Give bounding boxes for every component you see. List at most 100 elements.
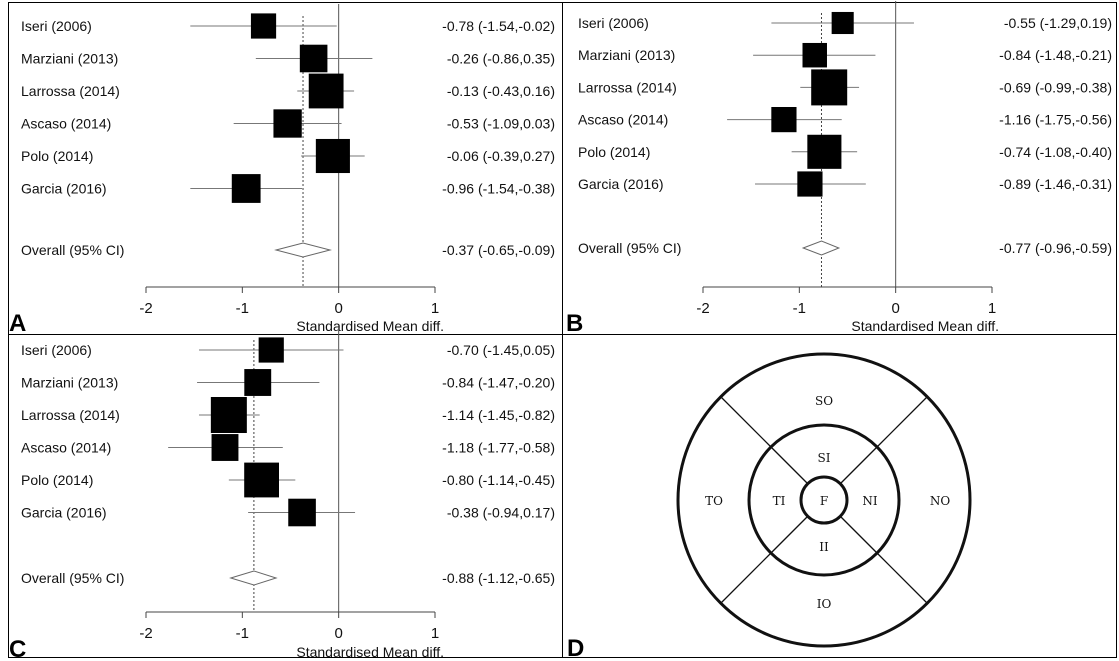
x-axis-title: Standardised Mean diff. [851, 318, 999, 334]
divider-inner-upper-right [839, 446, 878, 485]
study-weight-square [231, 174, 261, 203]
x-tick-label: -1 [236, 300, 249, 317]
study-label: Ascaso (2014) [21, 116, 111, 132]
study-label: Garcia (2016) [21, 181, 107, 197]
study-weight-square [244, 462, 279, 498]
study-label: Iseri (2006) [21, 342, 92, 358]
sector-label-no: NO [930, 494, 951, 508]
x-tick-label: 1 [431, 625, 439, 642]
x-tick-label: -2 [139, 625, 152, 642]
study-label: Garcia (2016) [578, 176, 664, 192]
divider-upper-left [720, 396, 772, 448]
effect-ci-label: -0.06 (-0.39,0.27) [447, 148, 555, 164]
study-label: Garcia (2016) [21, 505, 107, 521]
sector-label-to: TO [705, 494, 723, 508]
study-weight-square [807, 134, 842, 169]
divider-lower-right [876, 552, 928, 604]
study-weight-square [288, 498, 316, 527]
sector-label-ti: TI [773, 494, 786, 508]
effect-ci-label: -0.26 (-0.86,0.35) [447, 51, 555, 67]
x-tick-label: 0 [891, 300, 899, 317]
study-label: Polo (2014) [21, 472, 93, 488]
x-tick-label: 0 [334, 300, 342, 317]
panel-letter: A [9, 310, 26, 337]
x-tick-label: -1 [236, 625, 249, 642]
study-weight-square [315, 138, 350, 174]
study-label: Larrossa (2014) [21, 83, 120, 99]
study-weight-square [811, 69, 848, 106]
study-weight-square [308, 73, 344, 109]
forest-plot-panel-c: -2 -1 0 1 Standardised Mean diff. C Iseri (200… [9, 328, 555, 661]
panel-letter: C [9, 636, 26, 661]
study-label: Marziani (2013) [578, 47, 675, 63]
macula-grid-diagram-panel-d: SO TO NO IO SI TI NI II F D [567, 352, 972, 661]
study-weight-square [210, 397, 247, 433]
sector-label-si: SI [818, 451, 831, 465]
divider-inner-upper-left [770, 446, 809, 485]
study-weight-square [273, 109, 302, 138]
study-weight-square [797, 171, 823, 197]
x-tick-label: 1 [431, 300, 439, 317]
study-label: Polo (2014) [578, 144, 650, 160]
center-ring [799, 475, 849, 525]
study-label: Iseri (2006) [578, 15, 649, 31]
study-weight-square [299, 44, 328, 73]
overall-ci-label: -0.88 (-1.12,-0.65) [442, 570, 555, 586]
x-axis-title: Standardised Mean diff. [296, 644, 444, 660]
sector-label-io: IO [817, 597, 832, 611]
x-tick-label: -2 [696, 300, 709, 317]
x-tick-label: -2 [139, 300, 152, 317]
study-label: Ascaso (2014) [21, 440, 111, 456]
effect-ci-label: -0.84 (-1.47,-0.20) [442, 375, 555, 391]
panel-letter: B [566, 310, 583, 337]
outer-ring [676, 352, 972, 648]
effect-ci-label: -1.18 (-1.77,-0.58) [442, 440, 555, 456]
overall-diamond [274, 242, 332, 258]
sector-label-ni: NI [862, 494, 878, 508]
divider-inner-lower-left [770, 515, 809, 554]
study-weight-square [802, 42, 827, 68]
x-axis-title: Standardised Mean diff. [296, 318, 444, 334]
sector-label-so: SO [815, 394, 833, 408]
study-label: Marziani (2013) [21, 375, 118, 391]
sector-label-ii: II [819, 540, 829, 554]
study-label: Polo (2014) [21, 148, 93, 164]
x-tick-label: -1 [793, 300, 806, 317]
study-label: Iseri (2006) [21, 18, 92, 34]
x-tick-label: 1 [988, 300, 996, 317]
overall-diamond [801, 240, 841, 256]
effect-ci-label: -1.16 (-1.75,-0.56) [999, 112, 1112, 128]
study-weight-square [244, 369, 272, 396]
study-label: Ascaso (2014) [578, 112, 668, 128]
study-label: Larrossa (2014) [578, 79, 677, 95]
study-label: Marziani (2013) [21, 51, 118, 67]
effect-ci-label: -0.84 (-1.48,-0.21) [999, 47, 1112, 63]
panel-letter-d: D [567, 635, 584, 661]
effect-ci-label: -1.14 (-1.45,-0.82) [442, 407, 555, 423]
effect-ci-label: -0.70 (-1.45,0.05) [447, 342, 555, 358]
effect-ci-label: -0.38 (-0.94,0.17) [447, 505, 555, 521]
overall-ci-label: -0.37 (-0.65,-0.09) [442, 242, 555, 258]
effect-ci-label: -0.80 (-1.14,-0.45) [442, 472, 555, 488]
study-weight-square [771, 107, 797, 133]
effect-ci-label: -0.96 (-1.54,-0.38) [442, 181, 555, 197]
effect-ci-label: -0.55 (-1.29,0.19) [1004, 15, 1112, 31]
divider-lower-left [720, 552, 772, 604]
effect-ci-label: -0.69 (-0.99,-0.38) [999, 79, 1112, 95]
sector-label-f: F [820, 494, 828, 508]
study-weight-square [831, 11, 854, 35]
study-weight-square [250, 13, 277, 39]
divider-inner-lower-right [839, 515, 878, 554]
overall-diamond [229, 570, 278, 586]
overall-label: Overall (95% CI) [21, 570, 124, 586]
effect-ci-label: -0.78 (-1.54,-0.02) [442, 18, 555, 34]
effect-ci-label: -0.13 (-0.43,0.16) [447, 83, 555, 99]
middle-ring [747, 423, 901, 577]
overall-ci-label: -0.77 (-0.96,-0.59) [999, 240, 1112, 256]
study-label: Larrossa (2014) [21, 407, 120, 423]
overall-label: Overall (95% CI) [21, 242, 124, 258]
x-tick-label: 0 [334, 625, 342, 642]
